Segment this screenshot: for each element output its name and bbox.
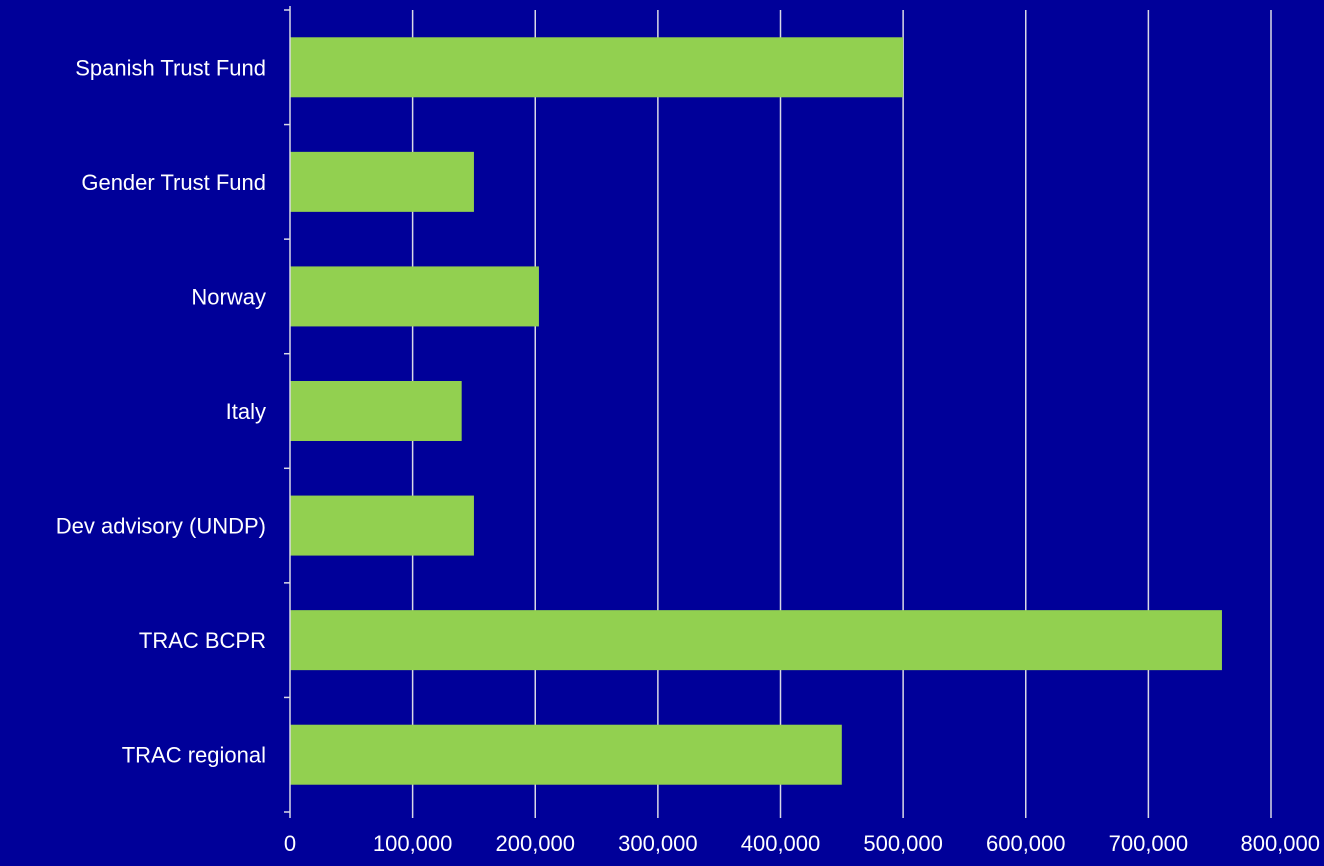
x-tick-label-8: 800,000	[1240, 831, 1320, 856]
labels: Spanish Trust Fund Gender Trust Fund Norwa…	[56, 55, 1320, 856]
category-label-4: Dev advisory (UNDP)	[56, 514, 266, 539]
bar-4	[290, 495, 474, 556]
category-label-1: Gender Trust Fund	[81, 170, 266, 195]
x-tick-label-7: 700,000	[1109, 831, 1189, 856]
x-tick-label-4: 400,000	[741, 831, 821, 856]
category-label-0: Spanish Trust Fund	[75, 55, 266, 80]
x-tick-label-2: 200,000	[495, 831, 575, 856]
bar-3	[290, 381, 462, 441]
bar-2	[290, 266, 539, 327]
bars	[290, 37, 1222, 785]
category-label-5: TRAC BCPR	[139, 628, 266, 653]
bar-0	[290, 37, 904, 98]
x-tick-label-5: 500,000	[863, 831, 943, 856]
x-tick-label-6: 600,000	[986, 831, 1066, 856]
bar-1	[290, 151, 474, 212]
category-label-3: Italy	[226, 399, 266, 424]
x-tick-label-1: 100,000	[373, 831, 453, 856]
bar-6	[290, 724, 842, 785]
x-tick-label-3: 300,000	[618, 831, 698, 856]
axes	[284, 6, 1272, 818]
gridlines	[411, 10, 1272, 812]
x-tick-label-0: 0	[284, 831, 296, 856]
category-label-6: TRAC regional	[122, 743, 266, 768]
bar-5	[290, 610, 1222, 671]
category-label-2: Norway	[191, 284, 266, 309]
